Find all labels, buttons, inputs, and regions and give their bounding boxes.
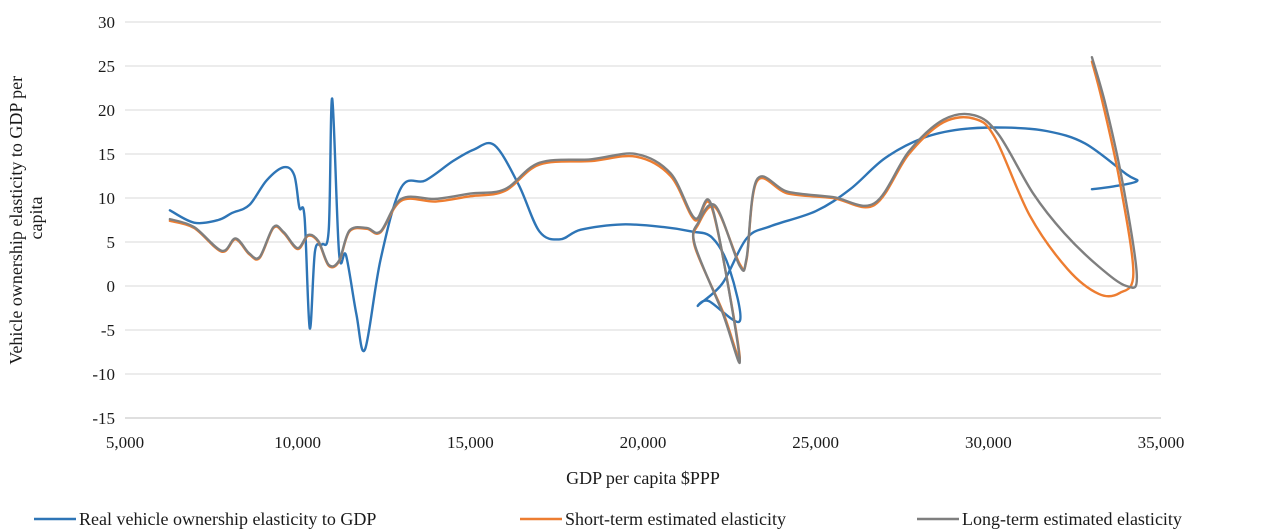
x-tick-label: 25,000 xyxy=(792,433,839,452)
y-tick-labels: -15 -10 -5 0 5 10 15 20 25 30 xyxy=(92,13,115,428)
y-tick-label: 15 xyxy=(98,145,115,164)
x-axis-title: GDP per capita $PPP xyxy=(566,468,720,488)
legend-item-long-term: Long-term estimated elasticity xyxy=(917,509,1182,529)
x-tick-label: 15,000 xyxy=(447,433,494,452)
series-line-short-term xyxy=(168,60,1135,362)
y-tick-label: 0 xyxy=(107,277,116,296)
y-tick-label: -15 xyxy=(92,409,115,428)
y-tick-label: -5 xyxy=(101,321,115,340)
legend-item-short-term: Short-term estimated elasticity xyxy=(520,509,786,529)
series-lines xyxy=(168,56,1139,364)
x-tick-label: 35,000 xyxy=(1138,433,1185,452)
y-tick-label: -10 xyxy=(92,365,115,384)
x-tick-label: 5,000 xyxy=(106,433,144,452)
legend-label-short-term: Short-term estimated elasticity xyxy=(565,509,786,529)
y-tick-label: 10 xyxy=(98,189,115,208)
legend-label-real: Real vehicle ownership elasticity to GDP xyxy=(79,509,376,529)
y-tick-label: 20 xyxy=(98,101,115,120)
x-tick-label: 10,000 xyxy=(274,433,321,452)
y-tick-label: 5 xyxy=(107,233,116,252)
legend-item-real: Real vehicle ownership elasticity to GDP xyxy=(34,509,376,529)
x-tick-labels: 5,000 10,000 15,000 20,000 25,000 30,000 35,00… xyxy=(106,433,1185,452)
y-axis-title-line-1: Vehicle ownership elasticity to GDP per xyxy=(6,76,26,365)
series-line-long-term xyxy=(168,56,1139,364)
x-tick-label: 20,000 xyxy=(620,433,667,452)
y-tick-label: 25 xyxy=(98,57,115,76)
y-axis-title: Vehicle ownership elasticity to GDP per … xyxy=(6,71,46,364)
series-line-real xyxy=(168,97,1139,353)
x-tick-label: 30,000 xyxy=(965,433,1012,452)
y-tick-label: 30 xyxy=(98,13,115,32)
y-axis-title-line-2: capita xyxy=(26,197,46,240)
legend-label-long-term: Long-term estimated elasticity xyxy=(962,509,1182,529)
gridlines xyxy=(125,21,1161,375)
legend: Real vehicle ownership elasticity to GDP… xyxy=(34,509,1182,529)
